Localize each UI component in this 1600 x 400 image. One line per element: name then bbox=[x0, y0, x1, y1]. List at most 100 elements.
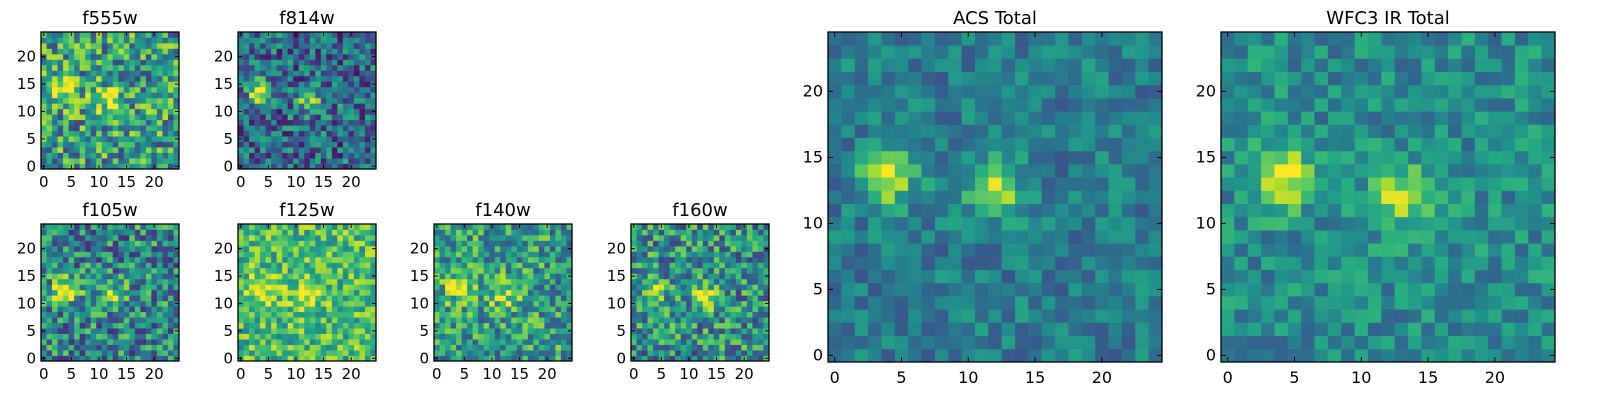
heatmap-cell bbox=[445, 339, 451, 345]
heatmap-cell bbox=[961, 309, 976, 323]
heatmap-cell bbox=[320, 311, 327, 318]
heatmap-cell bbox=[1434, 177, 1449, 191]
heatmap-cell bbox=[342, 64, 349, 71]
heatmap-cell bbox=[304, 333, 311, 340]
heatmap-cell bbox=[763, 317, 770, 324]
heatmap-cell bbox=[669, 273, 676, 280]
heatmap-cell bbox=[961, 98, 976, 112]
heatmap-cell bbox=[254, 158, 261, 164]
heatmap-cell bbox=[90, 229, 97, 236]
heatmap-cell bbox=[140, 289, 147, 296]
heatmap-cell bbox=[52, 311, 58, 318]
heatmap-cell bbox=[841, 282, 856, 297]
heatmap-cell bbox=[669, 344, 676, 351]
heatmap-cell bbox=[140, 75, 147, 82]
heatmap-cell bbox=[1095, 137, 1109, 152]
heatmap-cell bbox=[533, 295, 540, 302]
heatmap-cell bbox=[894, 230, 909, 244]
heatmap-cell bbox=[309, 240, 316, 247]
heatmap-cell bbox=[282, 53, 289, 60]
heatmap-cell bbox=[516, 289, 523, 296]
heatmap-cell bbox=[79, 245, 86, 252]
heatmap-cell bbox=[1121, 203, 1136, 218]
heatmap-cell bbox=[961, 164, 976, 178]
heatmap-cell bbox=[309, 136, 316, 142]
heatmap-cell bbox=[63, 317, 69, 324]
heatmap-cell bbox=[304, 300, 311, 307]
heatmap-cell bbox=[1148, 71, 1163, 86]
heatmap-cell bbox=[560, 317, 567, 324]
heatmap-cell bbox=[1408, 203, 1422, 218]
heatmap-cell bbox=[353, 130, 360, 137]
heatmap-cell bbox=[636, 240, 643, 247]
heatmap-cell bbox=[505, 245, 512, 252]
heatmap-cell bbox=[881, 124, 896, 138]
heatmap-cell bbox=[1068, 124, 1083, 138]
heatmap-cell bbox=[527, 300, 534, 307]
heatmap-cell bbox=[118, 103, 125, 110]
heatmap-cell bbox=[653, 300, 659, 307]
heatmap-cell bbox=[337, 114, 344, 121]
heatmap-cell bbox=[1421, 256, 1436, 270]
heatmap-cell bbox=[74, 333, 81, 340]
heatmap-cell bbox=[118, 256, 125, 263]
heatmap-cell bbox=[243, 125, 250, 132]
heatmap-cell bbox=[118, 81, 125, 88]
heatmap-cell bbox=[961, 322, 976, 336]
heatmap-cell bbox=[287, 278, 294, 285]
heatmap-cell bbox=[636, 251, 643, 258]
heatmap-cell bbox=[658, 273, 665, 280]
heatmap-cell bbox=[1247, 282, 1262, 297]
heatmap-cell bbox=[151, 64, 158, 71]
heatmap-cell bbox=[46, 125, 53, 132]
heatmap-cell bbox=[243, 86, 250, 93]
heatmap-cell bbox=[1514, 230, 1529, 244]
heatmap-cell bbox=[680, 224, 687, 230]
heatmap-cell bbox=[1135, 322, 1150, 336]
heatmap-cell bbox=[359, 344, 366, 351]
heatmap-cell bbox=[642, 245, 648, 252]
heatmap-cell bbox=[1221, 177, 1235, 191]
heatmap-cell bbox=[162, 295, 169, 302]
heatmap-cell bbox=[298, 119, 305, 126]
heatmap-cell bbox=[370, 229, 377, 236]
heatmap-cell bbox=[112, 273, 119, 280]
heatmap-cell bbox=[642, 350, 648, 356]
heatmap-cell bbox=[359, 355, 366, 362]
heatmap-cell bbox=[467, 262, 474, 269]
heatmap-cell bbox=[1301, 309, 1315, 323]
heatmap-cell bbox=[293, 81, 300, 88]
heatmap-cell bbox=[1121, 164, 1136, 178]
heatmap-cell bbox=[434, 311, 440, 318]
heatmap-cell bbox=[96, 333, 103, 340]
heatmap-cell bbox=[752, 234, 759, 241]
heatmap-cell bbox=[151, 48, 158, 55]
heatmap-cell bbox=[934, 58, 949, 72]
heatmap-cell bbox=[450, 306, 457, 313]
heatmap-cell bbox=[686, 322, 693, 329]
heatmap-cell bbox=[450, 278, 457, 285]
heatmap-cell bbox=[988, 269, 1003, 284]
heatmap-cell bbox=[1461, 269, 1476, 284]
heatmap-cell bbox=[757, 278, 764, 285]
heatmap-cell bbox=[370, 75, 377, 82]
heatmap-cell bbox=[841, 137, 856, 152]
heatmap-cell bbox=[533, 240, 540, 247]
heatmap-cell bbox=[364, 289, 371, 296]
heatmap-cell bbox=[320, 284, 327, 291]
heatmap-cell bbox=[315, 256, 322, 263]
heatmap-cell bbox=[1041, 150, 1056, 165]
heatmap-cell bbox=[675, 245, 682, 252]
heatmap-cell bbox=[112, 32, 119, 38]
heatmap-cell bbox=[752, 262, 759, 269]
heatmap-cell bbox=[90, 267, 97, 274]
heatmap-cell bbox=[702, 251, 709, 258]
heatmap-cell bbox=[254, 333, 261, 340]
heatmap-cell bbox=[730, 256, 737, 263]
heatmap-cell bbox=[1028, 282, 1043, 297]
heatmap-cell bbox=[881, 190, 896, 204]
heatmap-cell bbox=[1081, 282, 1096, 297]
heatmap-cell bbox=[1501, 269, 1516, 284]
heatmap-cell bbox=[675, 333, 682, 340]
heatmap-cell bbox=[1135, 269, 1150, 284]
